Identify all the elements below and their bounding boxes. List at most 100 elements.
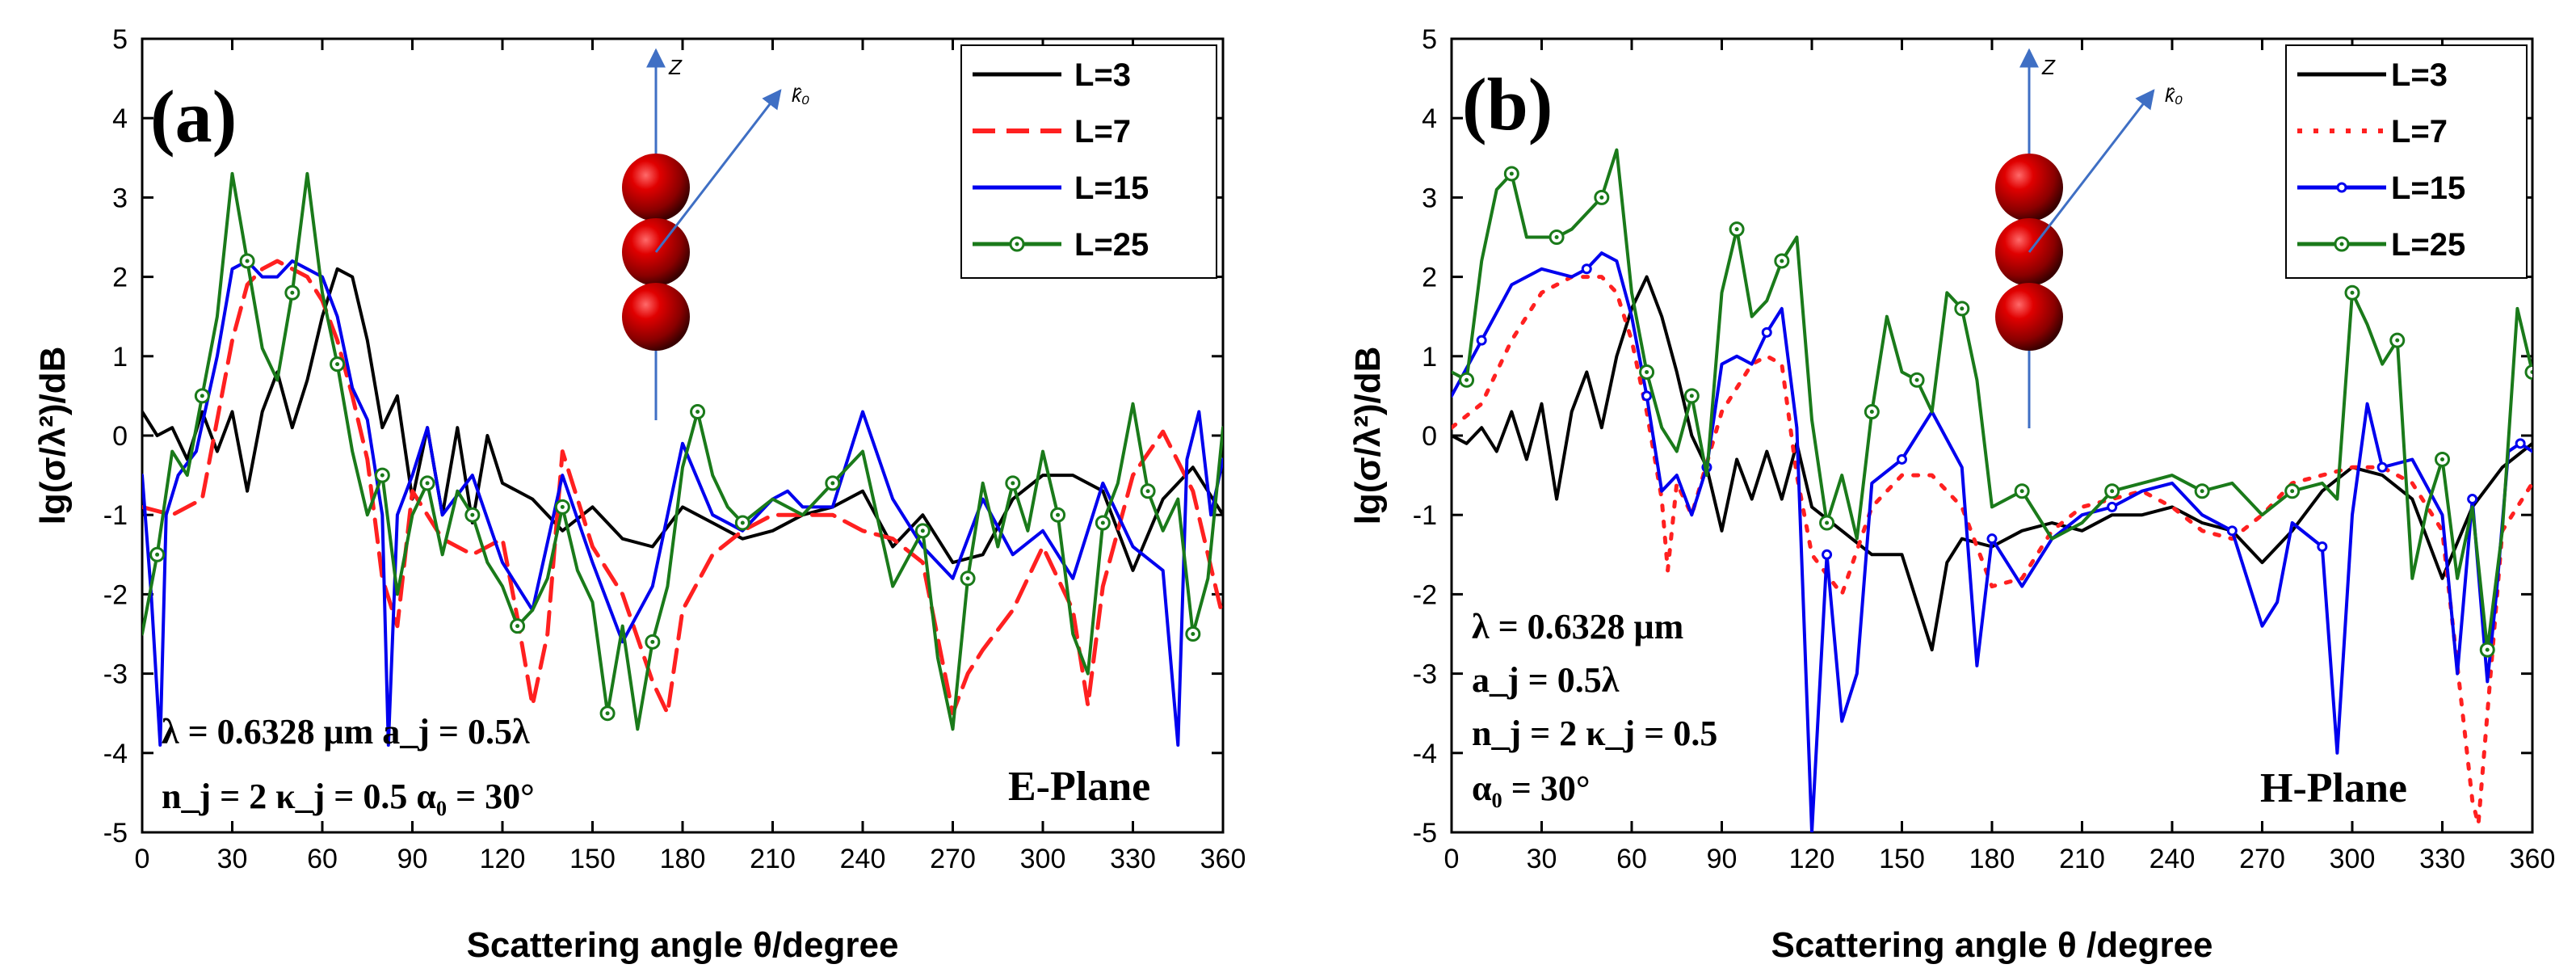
- series-line-a-l-7: [142, 259, 1223, 716]
- param-line-a-2: n_j = 2 κ_j = 0.5 α₀ = 30°: [162, 777, 535, 816]
- series-marker-dot-b-3-16: [1689, 394, 1694, 398]
- y-tick-label-a-5: 0: [112, 421, 128, 452]
- series-marker-dot-b-3-28: [1869, 410, 1874, 415]
- x-tick-label-b-8: 240: [2149, 844, 2196, 874]
- series-marker-dot-b-3-10: [1599, 195, 1604, 200]
- series-marker-dot-a-3-61: [1145, 489, 1150, 494]
- y-tick-label-a-3: -2: [103, 579, 128, 610]
- sphere-b-top: [1995, 154, 2063, 221]
- k0-vector-arrow-b: [2028, 89, 2155, 253]
- y-tick-label-b-2: -3: [1413, 659, 1437, 690]
- y-axis-title-a: lg(σ/λ²)/dB: [33, 347, 73, 525]
- y-tick-label-b-9: 4: [1422, 103, 1437, 134]
- series-marker-dot-b-3-19: [1734, 227, 1739, 232]
- series-marker-dot-b-3-1: [1464, 377, 1469, 382]
- y-tick-label-a-8: 3: [112, 183, 128, 213]
- series-marker-dot-a-3-22: [470, 512, 475, 517]
- y-tick-label-a-4: -1: [103, 500, 128, 531]
- x-tick-label-a-1: 30: [217, 844, 248, 874]
- y-tick-label-b-0: -5: [1413, 818, 1437, 849]
- y-tick-label-b-3: -2: [1413, 579, 1437, 610]
- series-marker-b-2-5: [1581, 263, 1592, 275]
- y-tick-label-b-6: 1: [1422, 342, 1437, 373]
- legend-label-a-1: L=7: [1074, 114, 1131, 149]
- y-tick-label-b-10: 5: [1422, 24, 1437, 55]
- x-tick-label-a-11: 330: [1110, 844, 1156, 874]
- series-marker-b-2-9: [1641, 390, 1653, 402]
- sphere-inset-b: Z k̂₀: [1995, 48, 2183, 428]
- plane-label-a: E-Plane: [1008, 764, 1150, 810]
- k0-vector-arrow-a: [654, 89, 782, 253]
- legend-box-b: [2285, 44, 2528, 279]
- series-marker-dot-b-3-22: [1780, 259, 1784, 263]
- series-marker-dot-a-3-28: [560, 504, 565, 509]
- y-tick-label-a-6: 1: [112, 342, 128, 373]
- legend-marker-dot-b-3: [2339, 242, 2344, 246]
- series-marker-dot-a-3-40: [740, 520, 745, 525]
- series-line-a-l-15: [142, 259, 1223, 747]
- series-marker-b-2-41: [2317, 541, 2328, 552]
- series-marker-dot-b-3-55: [2440, 457, 2444, 461]
- series-marker-dot-a-3-64: [1191, 632, 1196, 636]
- series-marker-dot-a-3-10: [290, 290, 295, 295]
- y-tick-label-a-2: -3: [103, 659, 128, 690]
- series-marker-dot-a-3-43: [830, 481, 835, 486]
- param-line-a-1: λ = 0.6328 μm a_j = 0.5λ: [162, 712, 530, 752]
- series-marker-b-2-33: [2107, 501, 2118, 512]
- sphere-a-top: [622, 154, 690, 221]
- series-marker-dot-b-3-46: [2290, 489, 2295, 494]
- panel-letter-b: (b): [1462, 63, 1553, 145]
- series-marker-dot-a-3-49: [965, 576, 970, 581]
- series-marker-dot-a-3-4: [200, 394, 204, 398]
- param-line-b-4: α₀ = 30°: [1472, 769, 1590, 808]
- series-marker-b-2-53: [2515, 438, 2526, 449]
- param-line-b-3: n_j = 2 κ_j = 0.5: [1472, 714, 1717, 753]
- k0-label-a: k̂₀: [792, 85, 809, 107]
- series-marker-b-2-17: [1761, 326, 1772, 338]
- series-marker-dot-a-3-37: [695, 410, 700, 415]
- series-marker-dot-a-3-13: [335, 362, 340, 367]
- series-marker-b-2-49: [2467, 494, 2478, 505]
- plane-label-b: H-Plane: [2260, 765, 2407, 811]
- x-tick-label-b-10: 300: [2330, 844, 2376, 874]
- y-tick-label-a-10: 5: [112, 24, 128, 55]
- legend-label-b-1: L=7: [2391, 114, 2448, 149]
- k0-label-b: k̂₀: [2165, 85, 2183, 107]
- y-tick-label-b-1: -4: [1413, 739, 1437, 769]
- sphere-inset-a: Z k̂₀: [622, 48, 809, 420]
- series-marker-dot-b-3-37: [2019, 489, 2024, 494]
- legend-box-a: [960, 44, 1217, 279]
- x-tick-label-a-8: 240: [840, 844, 886, 874]
- x-tick-label-b-11: 330: [2419, 844, 2465, 874]
- series-line-a-l-3: [142, 267, 1223, 572]
- z-axis-label-b: Z: [2041, 55, 2056, 79]
- x-tick-label-b-5: 150: [1879, 844, 1925, 874]
- x-tick-label-a-0: 0: [135, 844, 150, 874]
- series-marker-dot-a-3-7: [245, 259, 250, 263]
- legend-label-b-2: L=15: [2391, 171, 2465, 206]
- x-tick-label-a-5: 150: [569, 844, 616, 874]
- x-tick-label-b-0: 0: [1444, 844, 1460, 874]
- series-marker-b-2-29: [1986, 533, 1998, 545]
- series-layer-b: [1452, 148, 2532, 832]
- series-marker-dot-b-3-49: [2350, 290, 2355, 295]
- x-tick-label-b-2: 60: [1616, 844, 1647, 874]
- x-tick-label-a-3: 90: [397, 844, 428, 874]
- series-marker-dot-b-3-7: [1554, 235, 1559, 239]
- legend-label-b-0: L=3: [2391, 57, 2448, 93]
- series-marker-b-2-37: [2226, 525, 2238, 537]
- series-line-b-l-25: [1452, 148, 2532, 652]
- y-tick-label-a-9: 4: [112, 103, 128, 134]
- axis-ticks-a: 0 30 60 90 120 150 180 210 240 270 300 330 360-5-4-3…: [103, 24, 1246, 874]
- x-tick-label-a-6: 180: [660, 844, 706, 874]
- y-tick-label-b-8: 3: [1422, 183, 1437, 213]
- series-marker-b-2-25: [1897, 453, 1907, 465]
- x-tick-label-a-9: 270: [930, 844, 976, 874]
- series-marker-dot-a-3-46: [920, 529, 925, 533]
- y-tick-label-b-4: -1: [1413, 500, 1437, 531]
- x-axis-title-b: Scattering angle θ /degree: [1771, 925, 2213, 965]
- series-marker-dot-a-3-25: [515, 624, 520, 629]
- legend-label-a-2: L=15: [1074, 171, 1149, 206]
- z-axis-label-a: Z: [668, 55, 683, 79]
